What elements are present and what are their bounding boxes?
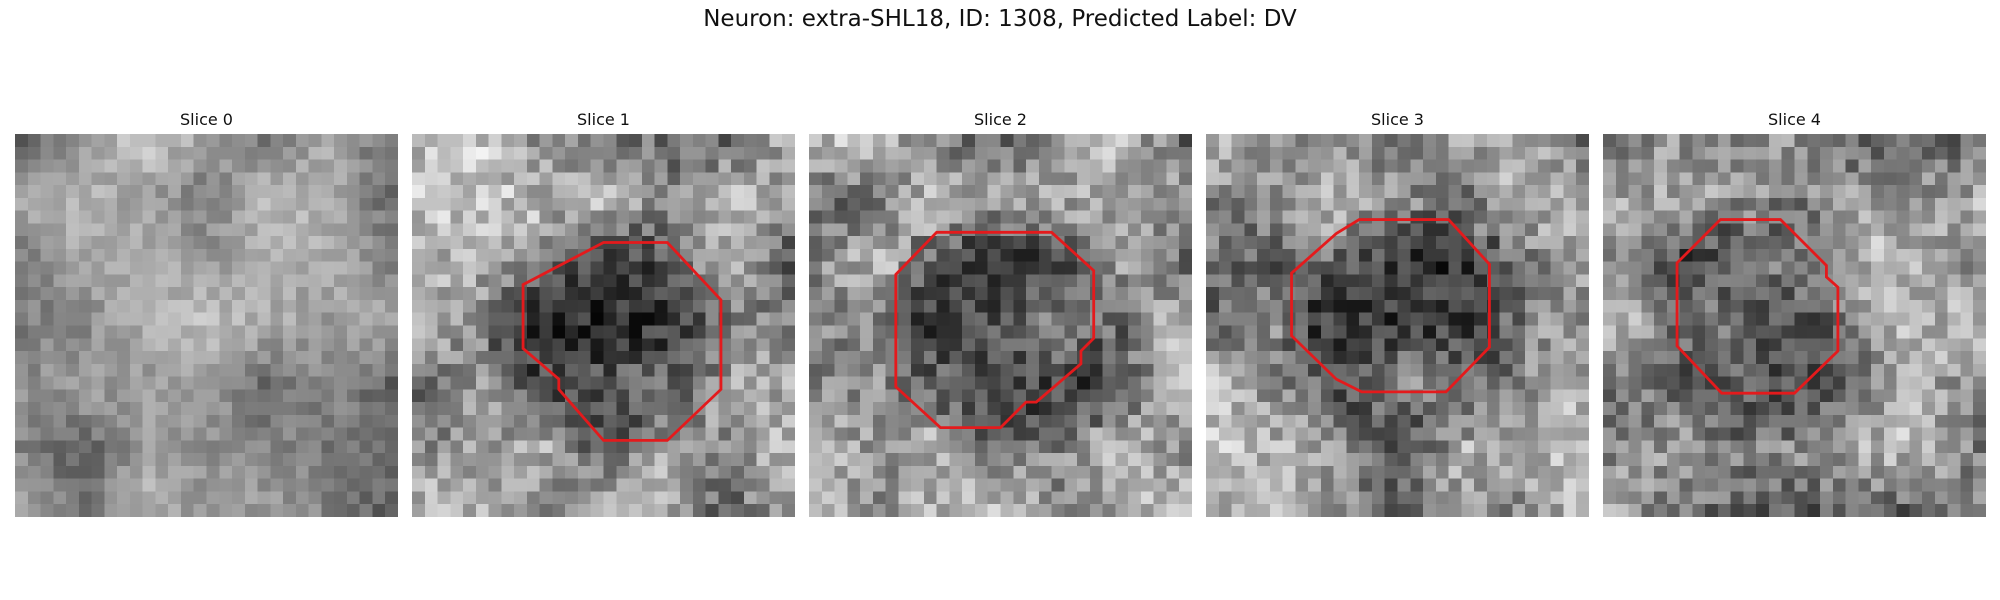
slice-title: Slice 2 <box>974 110 1027 129</box>
slice-panel-3: Slice 3 <box>1206 110 1589 517</box>
cell-contour <box>521 241 723 442</box>
slice-title: Slice 0 <box>180 110 233 129</box>
slice-title: Slice 4 <box>1768 110 1821 129</box>
slice-image <box>809 134 1192 517</box>
slice-title: Slice 1 <box>577 110 630 129</box>
cell-contour <box>1675 218 1840 395</box>
figure-title: Neuron: extra-SHL18, ID: 1308, Predicted… <box>703 6 1297 32</box>
slice-panel-1: Slice 1 <box>412 110 795 517</box>
slice-title: Slice 3 <box>1371 110 1424 129</box>
slice-image <box>1603 134 1986 517</box>
slice-image <box>1206 134 1589 517</box>
slice-image <box>15 134 398 517</box>
slice-panel-0: Slice 0 <box>15 110 398 517</box>
cell-contour <box>1290 218 1491 394</box>
slice-image <box>412 134 795 517</box>
cell-contour <box>894 230 1096 430</box>
slice-panel-4: Slice 4 <box>1603 110 1986 517</box>
slice-panel-2: Slice 2 <box>809 110 1192 517</box>
